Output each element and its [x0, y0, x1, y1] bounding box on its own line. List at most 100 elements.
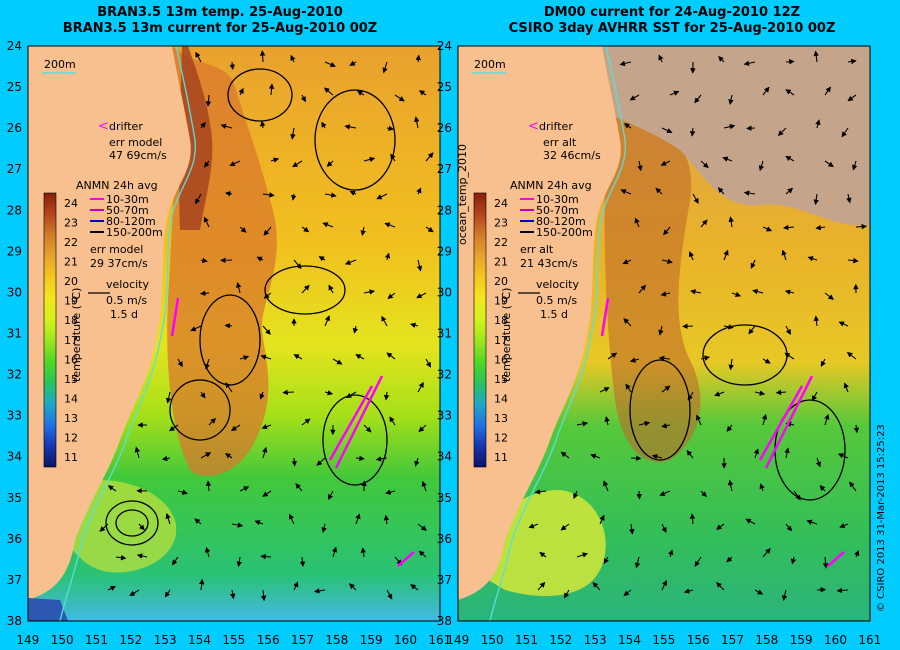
current-vector — [781, 249, 787, 261]
current-vector — [630, 455, 642, 462]
lat-tick-label-mid: 37 — [437, 573, 452, 587]
current-vector — [349, 190, 357, 196]
lon-tick-label-left: 157 — [291, 633, 314, 647]
lon-tick-label-right: 152 — [549, 633, 572, 647]
current-vector — [722, 156, 733, 162]
current-vector — [300, 94, 306, 103]
left-eddy-streamlines — [105, 68, 396, 546]
right-eddy-1 — [702, 324, 788, 386]
current-vector — [661, 258, 673, 265]
right-isobath-label: 200m — [474, 58, 506, 71]
current-vector — [762, 86, 770, 96]
current-vector — [291, 193, 297, 201]
current-vector — [843, 382, 849, 393]
colorbar-tick-label: 16 — [64, 353, 78, 366]
current-vector — [421, 480, 427, 492]
colorbar-tick-label: 15 — [64, 373, 78, 386]
current-vector — [324, 390, 334, 396]
current-vector — [349, 583, 357, 591]
right-drifter-track-4 — [827, 551, 845, 567]
current-vector — [200, 257, 208, 264]
current-vector — [270, 157, 280, 163]
current-vector — [416, 187, 422, 195]
current-vector — [762, 226, 773, 232]
lon-tick-label-left: 149 — [16, 633, 39, 647]
current-vector — [694, 556, 702, 567]
lat-tick-label-mid: 28 — [437, 203, 452, 217]
right-velocity-duration: 1.5 d — [540, 308, 568, 321]
colorbar-tick-label: 21 — [494, 256, 508, 269]
current-vector — [293, 581, 299, 591]
current-vector — [753, 448, 760, 459]
current-vector — [819, 485, 826, 492]
current-vector — [539, 551, 547, 558]
left-colorbar — [43, 192, 57, 468]
lat-tick-label-mid: 30 — [437, 285, 452, 299]
current-vector — [655, 187, 663, 195]
current-vector — [599, 387, 610, 393]
left-drifter-track-4 — [397, 551, 415, 567]
current-vector — [807, 256, 818, 262]
colorbar-tick-label: 23 — [494, 216, 508, 229]
left-eddy-6 — [105, 500, 159, 546]
current-vector — [752, 288, 764, 295]
current-vector — [425, 358, 431, 368]
current-vector — [537, 581, 546, 591]
current-vector — [777, 127, 787, 137]
current-vector — [383, 514, 390, 525]
current-vector — [259, 50, 266, 63]
lat-tick-label-mid: 33 — [437, 409, 452, 423]
current-vector — [660, 291, 671, 297]
right-eddy-3 — [629, 359, 691, 461]
current-vector — [238, 87, 244, 96]
current-vector — [360, 226, 366, 236]
lon-tick-label-right: 160 — [824, 633, 847, 647]
current-vector — [415, 54, 421, 63]
lon-tick-label-left: 155 — [222, 633, 245, 647]
current-vector — [815, 457, 822, 468]
right-drifter-label: drifter — [539, 120, 573, 133]
current-vector — [668, 549, 674, 558]
current-vector — [623, 589, 632, 597]
right-colorbar-title: temperature (°C) — [500, 287, 513, 382]
current-vector — [136, 553, 148, 559]
current-vector — [625, 383, 632, 393]
current-vector — [836, 587, 849, 594]
current-vector — [199, 290, 210, 297]
colorbar-tick-label: 20 — [494, 275, 508, 288]
lon-tick-label-left: 161 — [428, 633, 451, 647]
right-land — [458, 46, 621, 600]
colorbar-tick-label: 24 — [494, 197, 508, 210]
colorbar-tick-label: 20 — [64, 275, 78, 288]
current-vector — [620, 189, 632, 195]
current-vector — [263, 292, 272, 299]
current-vector — [203, 216, 210, 228]
current-vector — [745, 518, 756, 525]
current-vector — [208, 417, 216, 426]
lat-tick-label-left: 33 — [7, 409, 22, 423]
current-vector — [762, 548, 771, 558]
left-drifter-label: drifter — [109, 120, 143, 133]
current-vector — [700, 160, 709, 169]
current-vector — [590, 453, 601, 459]
lat-tick-label-left: 37 — [7, 573, 22, 587]
colorbar-tick-label: 21 — [64, 256, 78, 269]
current-vector — [355, 455, 365, 462]
current-vector — [688, 251, 694, 261]
left-velocity-label: velocity — [106, 278, 149, 291]
colorbar-tick-label: 16 — [494, 353, 508, 366]
lat-tick-label-mid: 38 — [437, 614, 452, 628]
left-eddy-4 — [199, 294, 261, 386]
current-vector — [663, 226, 671, 236]
right-current-vectors — [528, 50, 868, 601]
left-bin-3-label: 80-120m — [106, 215, 156, 228]
colorbar-tick-label: 14 — [64, 393, 78, 406]
current-vector — [728, 94, 734, 105]
current-vector — [816, 587, 827, 593]
colorbar-tick-label: 17 — [494, 334, 508, 347]
credit-vertical-label: © CSIRO 2013 31-Mar-2013 15:25:23 — [876, 424, 887, 612]
lat-tick-label-mid: 29 — [437, 244, 452, 258]
current-vector — [689, 127, 696, 137]
colorbar-tick-label: 12 — [494, 432, 508, 445]
current-vector — [327, 490, 334, 500]
